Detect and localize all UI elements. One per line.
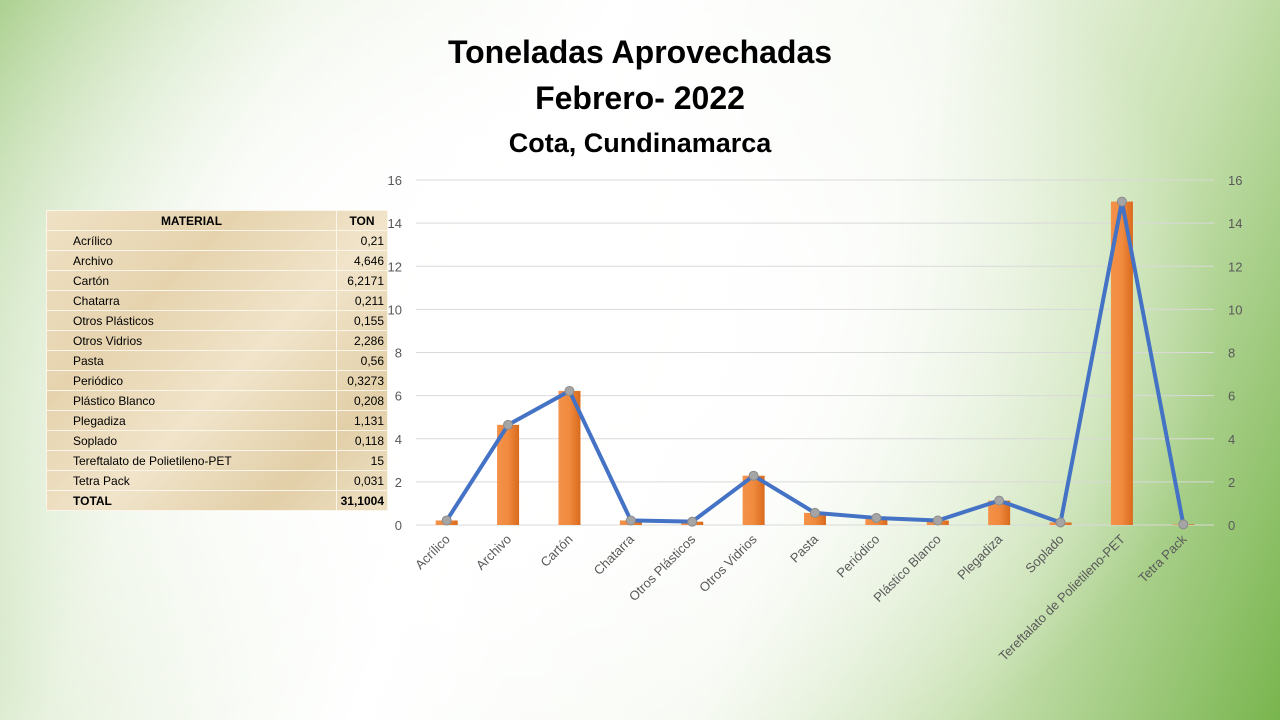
line-point [503, 419, 514, 430]
line-point [625, 515, 636, 526]
material-cell: Soplado [46, 430, 337, 451]
bar [804, 512, 826, 525]
table-row: Archivo 4,646 [46, 250, 388, 271]
y2-tick-label: 2 [1228, 475, 1235, 490]
y2-tick-label: 4 [1228, 432, 1235, 447]
x-tick-label: Acrílico [412, 532, 453, 573]
bar [742, 475, 765, 525]
table-row: Otros Vidrios 2,286 [46, 330, 388, 351]
x-tick-label: Tereftalato de Polietileno-PET [996, 531, 1128, 663]
y2-tick-label: 14 [1228, 216, 1242, 231]
x-tick-label: Pasta [787, 531, 822, 566]
ton-cell: 4,646 [336, 250, 388, 271]
material-cell: Plástico Blanco [46, 390, 337, 411]
table-row: Chatarra 0,211 [46, 290, 388, 311]
table-row: Tetra Pack 0,031 [46, 470, 388, 491]
x-tick-label: Chatarra [591, 531, 638, 578]
y-tick-label: 4 [395, 432, 402, 447]
line-point [1055, 517, 1066, 528]
line-point [871, 512, 882, 523]
ton-cell: 6,2171 [336, 270, 388, 291]
y-tick-label: 2 [395, 475, 402, 490]
bar [988, 500, 1011, 525]
table-row: Plástico Blanco 0,208 [46, 390, 388, 411]
line-point [1116, 196, 1127, 207]
x-tick-label: Cartón [537, 532, 575, 570]
x-tick-label: Otros Vidrios [696, 531, 760, 595]
table-row: Acrílico 0,21 [46, 230, 388, 251]
y-tick-label: 0 [395, 518, 402, 533]
total-value: 31,1004 [336, 490, 388, 511]
y-tick-label: 10 [388, 302, 402, 317]
ton-cell: 0,211 [336, 290, 388, 311]
table-row: Plegadiza 1,131 [46, 410, 388, 431]
line-point [687, 516, 698, 527]
bar [497, 424, 520, 525]
table-row: Tereftalato de Polietileno-PET 15 [46, 450, 388, 471]
y-tick-label: 12 [388, 259, 402, 274]
line-point [441, 515, 452, 526]
total-row: TOTAL 31,1004 [46, 490, 388, 511]
y2-tick-label: 6 [1228, 389, 1235, 404]
y-tick-label: 14 [388, 216, 402, 231]
line-point [994, 495, 1005, 506]
bar [1110, 201, 1133, 525]
total-label: TOTAL [46, 490, 337, 511]
y-tick-label: 16 [388, 173, 402, 188]
y-tick-label: 8 [395, 346, 402, 361]
line-point [748, 470, 759, 481]
y2-tick-label: 0 [1228, 518, 1235, 533]
x-tick-label: Plegadiza [954, 531, 1006, 583]
chart-title: Toneladas Aprovechadas [447, 34, 833, 70]
y-tick-label: 6 [395, 389, 402, 404]
x-tick-label: Archivo [473, 532, 514, 573]
series-line [445, 199, 1186, 525]
table-row: Soplado 0,118 [46, 430, 388, 451]
material-table: MATERIAL TON Acrílico 0,21 Archivo 4,646 Car… [46, 210, 388, 511]
line-point [564, 385, 575, 396]
y2-tick-label: 10 [1228, 302, 1242, 317]
y2-tick-label: 16 [1228, 173, 1242, 188]
x-tick-label: Tetra Pack [1135, 531, 1189, 585]
ton-cell: 2,286 [336, 330, 388, 351]
line-point [810, 507, 820, 518]
line-point [932, 515, 943, 526]
line-point [1178, 519, 1189, 530]
chart-location: Cota, Cundinamarca [508, 128, 772, 158]
bar [558, 390, 581, 525]
chart-subtitle: Febrero- 2022 [535, 80, 745, 116]
ton-cell: 0,031 [336, 470, 388, 491]
y2-tick-label: 8 [1228, 346, 1235, 361]
y2-tick-label: 12 [1228, 259, 1242, 274]
x-tick-label: Soplado [1022, 532, 1066, 576]
material-cell: Chatarra [46, 290, 337, 311]
x-tick-label: Periódico [834, 532, 883, 581]
